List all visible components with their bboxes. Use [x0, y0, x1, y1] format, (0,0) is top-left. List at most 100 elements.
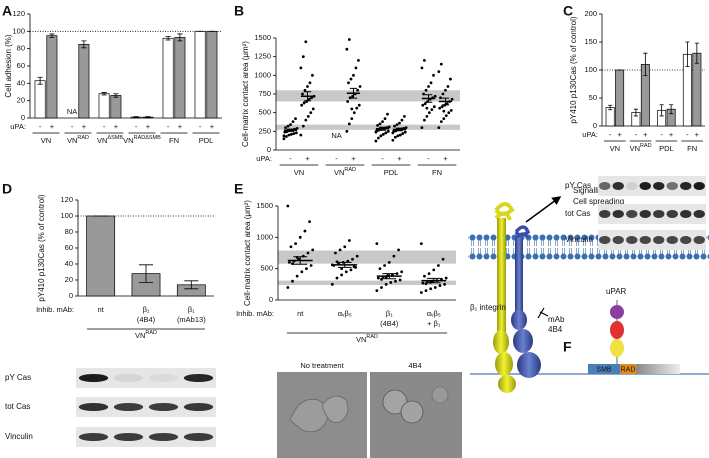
diagram-text: mAb: [548, 315, 565, 324]
shaded-band: [276, 90, 460, 102]
panel-label: A: [2, 3, 12, 19]
blot-row-label: pY Cas: [5, 373, 31, 382]
data-point: [432, 268, 436, 272]
data-point: [398, 121, 401, 125]
category-name: αᵥβ₅: [427, 309, 441, 318]
data-point: [429, 81, 433, 85]
data-point: [352, 111, 356, 115]
data-point: [403, 130, 407, 134]
condition-label: +: [178, 122, 183, 131]
data-point: [424, 289, 428, 292]
data-point: [301, 124, 305, 128]
category-name: PDL: [384, 168, 399, 177]
data-point: [358, 85, 362, 88]
data-point: [384, 282, 388, 286]
alpha-integrin: [515, 238, 523, 313]
data-point: [347, 38, 351, 41]
data-point: [330, 282, 334, 286]
group-superscript: RAD: [366, 334, 378, 340]
data-point: [429, 287, 433, 291]
error-bar: [685, 41, 690, 68]
data-point: [392, 254, 396, 258]
data-point: [378, 122, 382, 126]
data-point: [442, 117, 446, 121]
category-superscript: ΔSMB: [107, 135, 123, 141]
data-point: [380, 277, 383, 281]
data-point: [334, 251, 337, 255]
category-name: VN: [41, 136, 51, 145]
upar-domain: [610, 305, 624, 319]
data-point: [394, 279, 397, 283]
blot-band: [612, 182, 624, 190]
data-point: [397, 248, 400, 252]
x-tick-label: PDL: [199, 136, 214, 145]
data-point: [443, 282, 447, 286]
data-point: [284, 135, 288, 138]
data-point: [375, 289, 379, 292]
blot-band: [693, 182, 705, 190]
x-tick-label: β₁ (4B4): [137, 305, 156, 324]
blot-band: [183, 433, 214, 441]
panel-label: C: [563, 3, 573, 19]
data-point: [302, 101, 306, 105]
cell: [321, 395, 349, 424]
data-point: [286, 286, 290, 289]
cell: [400, 400, 424, 424]
y-tick-label: 120: [12, 9, 25, 18]
y-tick-label: 0: [21, 113, 25, 122]
data-point: [305, 267, 308, 271]
data-point: [343, 245, 347, 249]
data-point: [352, 265, 356, 269]
data-point: [357, 103, 361, 107]
micrograph-label: 4B4: [408, 361, 421, 370]
sem-bar: [293, 256, 308, 265]
category-name: nt: [98, 305, 105, 314]
data-point: [422, 118, 426, 122]
bar: [98, 93, 110, 119]
blot-band: [183, 374, 214, 382]
bar: [174, 37, 186, 119]
condition-label: +: [643, 130, 648, 139]
condition-label: -: [39, 122, 42, 131]
data-point: [294, 117, 297, 121]
data-point: [347, 81, 350, 85]
data-point: [424, 88, 428, 92]
panel-label: D: [2, 181, 12, 197]
condition-label: -: [381, 154, 384, 163]
data-point: [398, 133, 402, 137]
y-tick-label: 80: [65, 227, 73, 236]
data-point: [430, 108, 434, 112]
data-point: [340, 267, 344, 271]
data-point: [299, 133, 303, 137]
blot-strip: [76, 397, 216, 417]
x-tick-label: VNRADΔSMB: [123, 135, 161, 145]
bar: [605, 107, 615, 127]
data-point: [347, 122, 351, 126]
category-name: VN: [610, 144, 620, 153]
category-name: β₁: [386, 309, 393, 318]
data-point: [306, 85, 309, 88]
data-point: [427, 85, 430, 88]
data-point: [301, 55, 305, 59]
data-point: [292, 132, 296, 135]
blot-band: [78, 403, 109, 411]
data-point: [304, 40, 308, 44]
data-point: [383, 117, 387, 121]
data-point: [439, 96, 442, 100]
error-bar: [669, 104, 674, 115]
data-point: [381, 120, 384, 124]
y-tick-label: 50: [589, 93, 597, 102]
x-tick-label: VNRAD: [67, 135, 89, 145]
blot-strip: [598, 176, 706, 196]
blot-band: [639, 182, 651, 190]
beta1-integrin: [493, 330, 509, 354]
data-point: [345, 47, 349, 51]
error-bar: [145, 116, 151, 118]
category-line2: (4B4): [380, 319, 399, 328]
bar: [78, 43, 90, 119]
data-point: [376, 128, 380, 132]
data-point: [393, 135, 397, 139]
diagram-text: RAD: [621, 366, 636, 373]
data-point: [346, 100, 350, 103]
vitronectin: [636, 364, 680, 374]
